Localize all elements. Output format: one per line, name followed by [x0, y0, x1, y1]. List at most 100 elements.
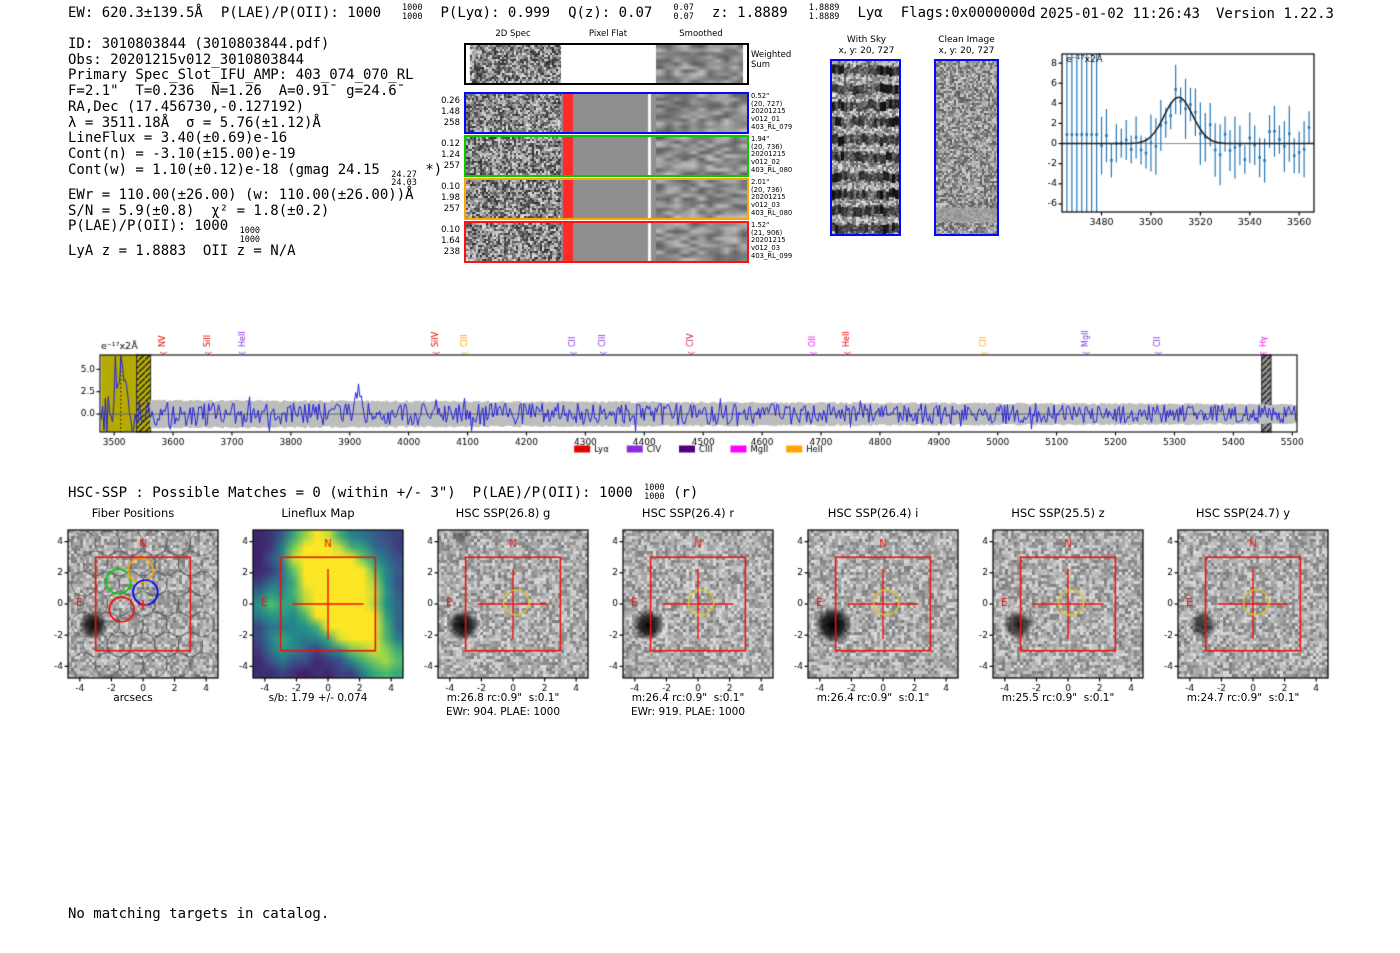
cutout-canvas-3 [595, 522, 781, 700]
with-sky-frame [830, 59, 901, 236]
cutout-caption-line: s/b: 1.79 +/- 0.074 [268, 692, 368, 704]
catalog-footer: No matching targets in catalog. Row inte… [68, 876, 329, 953]
footer-line-1: No matching targets in catalog. [68, 906, 330, 923]
info-line-5: λ = 3511.18Å σ = 5.76(±1.12)Å [68, 115, 442, 132]
info-line-8: Cont(w) = 1.10(±0.12)e-18 (gmag 24.15 24… [68, 162, 442, 188]
info-11-text-0: P(LAE)/P(OII): 1000 [68, 218, 237, 235]
spec2d-right-label: v012_03 [751, 201, 781, 210]
cutout-caption-line: m:26.4 rc:0.9" s:0.1" [816, 692, 930, 704]
info-line-12: LyA z = 1.8883 OII z = N/A [68, 244, 442, 260]
header-seg-stack-hi: 0.07 [673, 3, 694, 13]
hsc-text-2: (r) [664, 484, 699, 501]
cutout-caption-line: m:26.4 rc:0.9" s:0.1" [631, 692, 745, 704]
header-seg-stack-1: 1000 1000 [402, 4, 422, 21]
cutout-captions-3: m:26.4 rc:0.9" s:0.1" EWr: 919. PLAE: 100… [589, 692, 787, 722]
info-8-stack-hi: 24.27 [391, 169, 417, 180]
spec2d-right-label: 1.52" [751, 221, 770, 229]
with-sky-image [832, 61, 899, 234]
header-seg-stack-4: 1.8889 1.8889 [809, 4, 840, 21]
header-seg-stack-lo: 0.07 [673, 11, 694, 22]
info-line-3: F=2.1" T=0.2̄36 N̄=1.2̄6 A=0.91̄ g=24.6̄ [68, 83, 442, 100]
info-1-text-0: Obs: 20201215v012_3010803844 [68, 51, 305, 68]
spec2d-right-label: v012_02 [751, 158, 781, 167]
cutout-caption-line: EWr: 919. PLAE: 1000 [630, 705, 746, 718]
cutout-title-2: HSC SSP(26.8) g [455, 506, 551, 520]
info-6-text-0: LineFlux = 3.40(±0.69)e-16 [68, 130, 288, 147]
hsc-text-0: HSC-SSP : Possible Matches = 0 (within +… [68, 484, 642, 501]
clean-image-canvas [936, 61, 997, 234]
spec2d-row-image [466, 223, 747, 261]
header-seg-stack-3: 0.07 0.07 [673, 4, 693, 21]
with-sky-title: With Sky [846, 35, 887, 45]
info-4-text-0: RA,Dec (17.456730,-0.127192) [68, 98, 305, 115]
spec2d-right-label: 20201215 [751, 150, 786, 159]
spec2d-right-label: 20201215 [751, 107, 786, 116]
spec2d-row-image [466, 45, 747, 83]
info-8-stack-1: 24.27 24.03 [391, 171, 417, 188]
spec2d-left-label: 0.12 [441, 139, 460, 149]
spec2d-right-label: (21, 906) [751, 228, 783, 237]
spec2d-col-title-0: 2D Spec [495, 29, 531, 39]
header-seg-text-5: Lyα [857, 4, 883, 21]
spec2d-right-label: (20, 736) [751, 185, 783, 194]
with-sky-coords: x, y: 20, 727 [838, 46, 895, 56]
spec2d-left-label: 1.48 [441, 107, 460, 117]
cutout-caption-line: EWr: 904. PLAE: 1000 [445, 705, 561, 718]
header-seg-text-3: Q(z): 0.07 [568, 4, 653, 21]
spec2d-left-label: 258 [443, 118, 460, 128]
header-seg-text-0: EW: 620.3±139.5Å [68, 4, 203, 21]
cutout-title-6: HSC SSP(24.7) y [1195, 506, 1291, 520]
info-11-stack-1: 1000 1000 [240, 227, 260, 244]
cutout-title-5: HSC SSP(25.5) z [1011, 506, 1105, 520]
hsc-stack-lo: 1000 [644, 491, 665, 502]
info-3-text-0: F=2.1" T=0.2̄36 N̄=1.2̄6 A=0.91̄ g=24.6̄ [68, 83, 397, 100]
spec2d-left-label: 257 [443, 161, 460, 171]
spec2d-row-right-labels-0: 0.52" (20, 727) 20201215 v012_01 403_RL_079 [751, 92, 811, 133]
weighted-sum-label: Weighted Sum [751, 50, 792, 70]
spec2d-right-label: v012_03 [751, 244, 781, 253]
hsc-match-summary: HSC-SSP : Possible Matches = 0 (within +… [68, 484, 698, 501]
spec2d-col-title-2: Smoothed [679, 29, 723, 39]
cutout-caption-line: m:25.5 rc:0.9" s:0.1" [1001, 692, 1115, 704]
detection-info-block: ID: 3010803844 (3010803844.pdf) Obs: 2020… [68, 36, 442, 260]
spec2d-row-left-labels-3: 0.10 1.64 238 [430, 225, 460, 261]
spec2d-row-right-labels-1: 1.94" (20, 736) 20201215 v012_02 403_RL_080 [751, 135, 811, 176]
cutout-canvas-4 [780, 522, 966, 700]
spec2d-row-frame-0 [464, 92, 749, 134]
info-10-text-0: S/N = 5.9(±0.8) χ² = 1.8(±0.2) [68, 202, 330, 219]
cutout-title-3: HSC SSP(26.4) r [641, 506, 735, 520]
spec2d-right-label: 403_RL_099 [751, 251, 793, 260]
line-fit-plot-canvas [1022, 40, 1322, 240]
cutout-title-1: Lineflux Map [281, 506, 355, 520]
spec2d-right-label: 403_RL_080 [751, 208, 793, 217]
cutout-captions-5: m:25.5 rc:0.9" s:0.1" [959, 692, 1157, 722]
info-line-10: S/N = 5.9(±0.8) χ² = 1.8(±0.2) [68, 202, 442, 220]
spec2d-row-left-labels-1: 0.12 1.24 257 [430, 139, 460, 175]
cutout-captions-0: arcsecs [34, 692, 232, 722]
cutout-canvas-5 [965, 522, 1151, 700]
header-summary-row: EW: 620.3±139.5Å P(LAE)/P(OII): 1000 1000 1… [68, 4, 1036, 21]
header-seg-stack-hi: 1.8889 [808, 3, 840, 13]
info-9-text-0: EWr = 110.00(±26.00) (w: 110.00(±26.00))… [68, 186, 414, 203]
spec2d-right-label: 403_RL_080 [751, 165, 793, 174]
clean-image-title: Clean Image [938, 35, 995, 45]
weighted-sum-frame [463, 42, 749, 85]
clean-image-frame [934, 59, 999, 236]
hsc-stack-hi: 1000 [644, 483, 665, 493]
spec2d-right-label: 2.01" [751, 178, 770, 186]
spec2d-row-frame-3 [464, 221, 749, 263]
header-seg-text-1: P(LAE)/P(OII): 1000 [220, 4, 382, 21]
spec2d-row-image [466, 94, 747, 132]
cutout-canvas-0 [40, 522, 226, 700]
info-line-11: P(LAE)/P(OII): 1000 1000 1000 [68, 218, 442, 244]
info-12-text-0: LyA z = 1.8883 OII z = N/A [68, 243, 296, 260]
spec2d-row-image [466, 137, 747, 175]
info-7-text-0: Cont(n) = -3.10(±15.00)e-19 [68, 145, 296, 162]
spec2d-right-label: 20201215 [751, 193, 786, 202]
spec2d-left-label: 0.10 [441, 182, 460, 192]
spec2d-left-label: 1.24 [441, 150, 460, 160]
header-seg-stack-lo: 1000 [402, 11, 423, 22]
cutout-xlabel: arcsecs [113, 692, 153, 704]
spec2d-right-label: v012_01 [751, 115, 781, 124]
clean-image-coords: x, y: 20, 727 [938, 46, 995, 56]
